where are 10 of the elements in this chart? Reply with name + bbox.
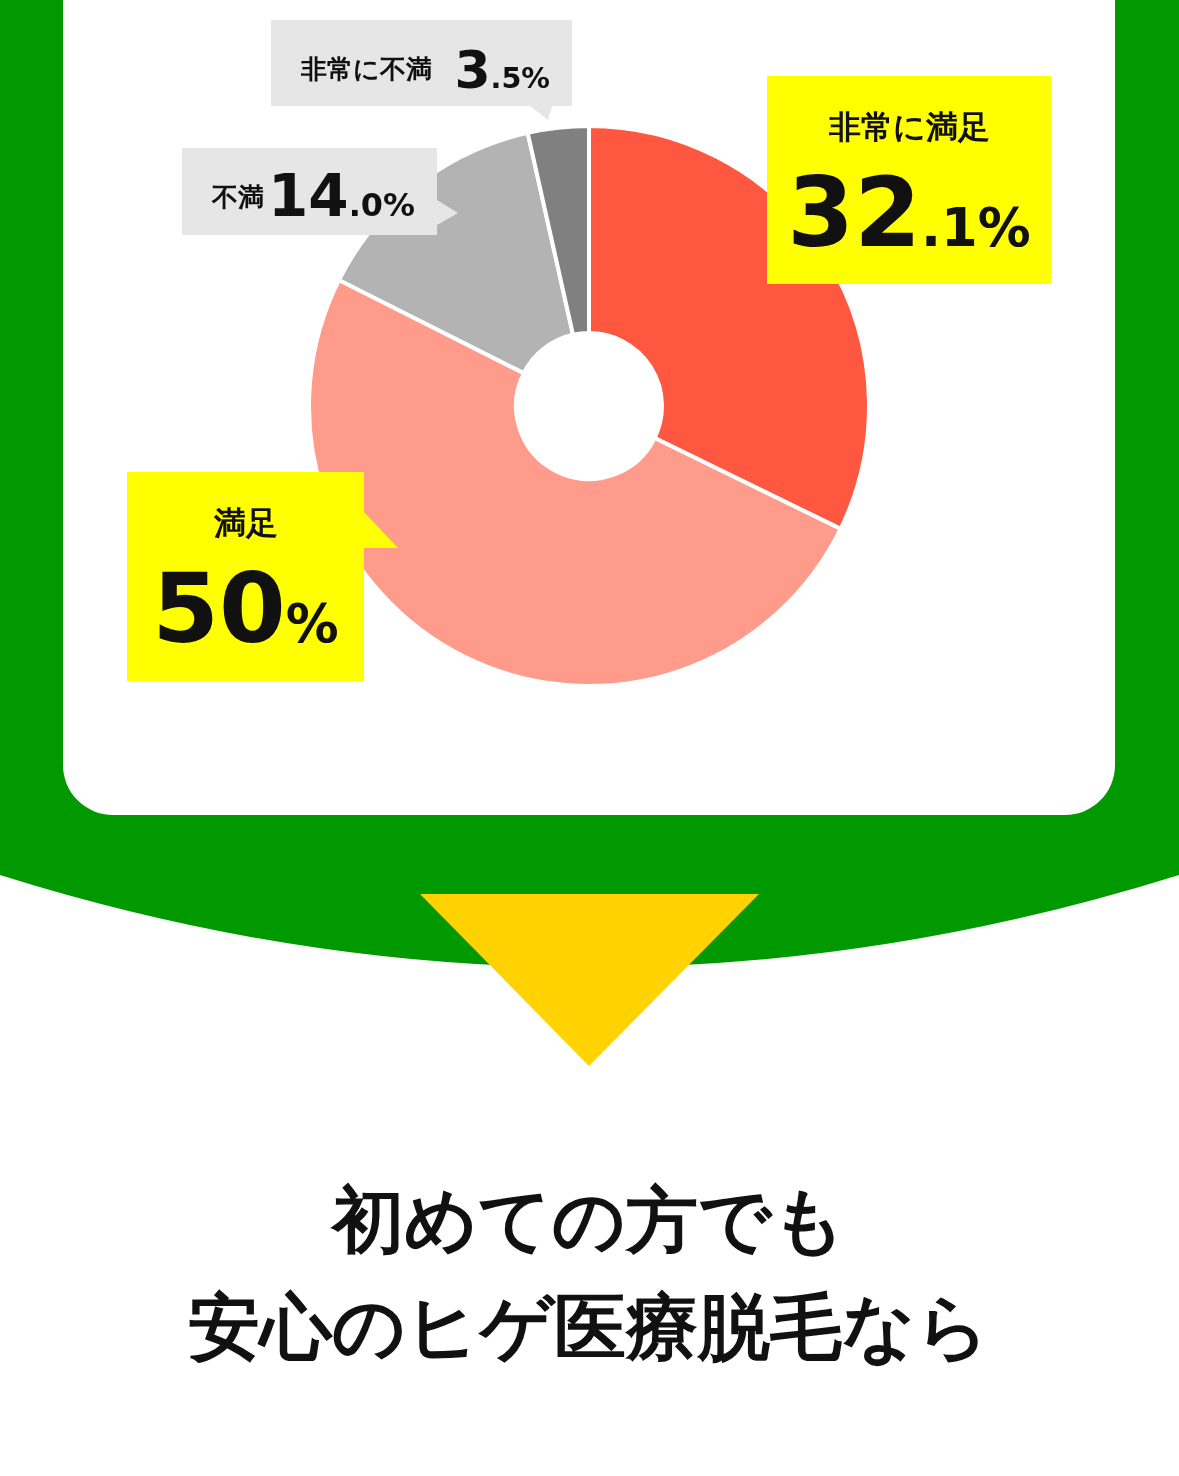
data-label: 14.0% [268, 162, 415, 230]
data-label: 3.5% [454, 40, 550, 100]
text: 安心のヒゲ医療脱毛なら [188, 1285, 990, 1369]
slice-label: 不満 [211, 182, 264, 212]
data-label: 32.1% [787, 157, 1031, 269]
data-label: 50% [152, 553, 339, 665]
slice-label: 非常に満足 [827, 108, 990, 146]
text: 初めての方でも [330, 1178, 846, 1262]
slice-label: 満足 [212, 504, 278, 542]
slice-label: 非常に不満 [300, 54, 432, 84]
